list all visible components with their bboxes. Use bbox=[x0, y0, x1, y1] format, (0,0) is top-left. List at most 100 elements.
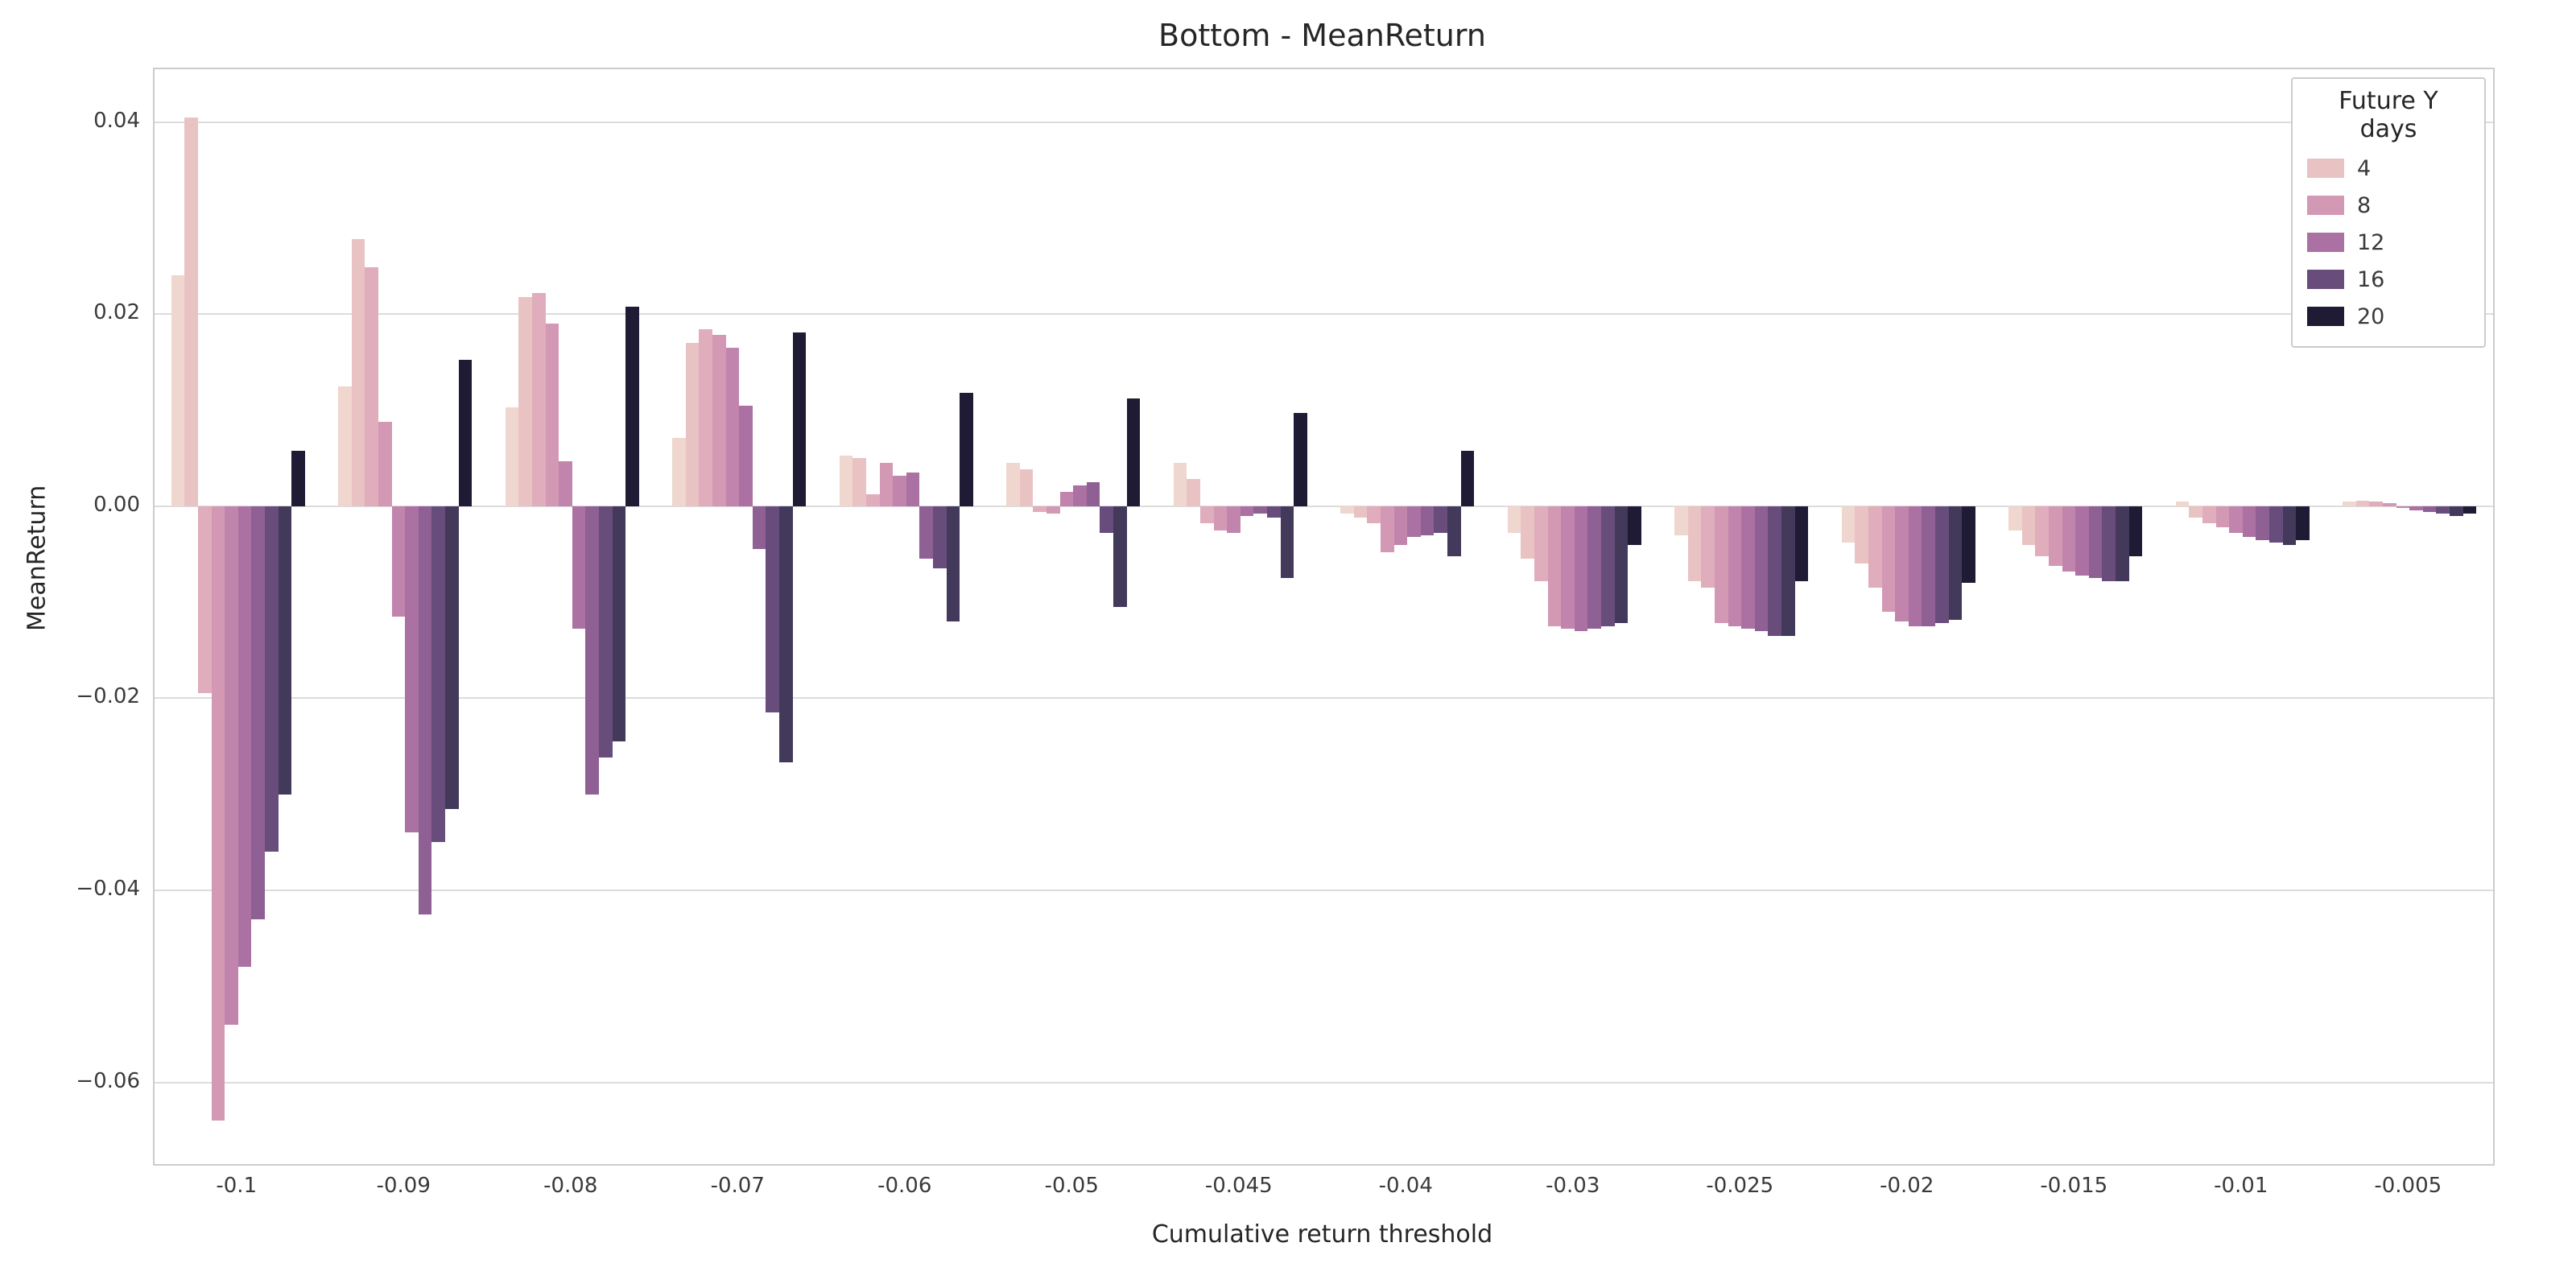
x-tick-label: -0.05 bbox=[1044, 1174, 1099, 1198]
bar bbox=[559, 460, 572, 506]
bar bbox=[1253, 506, 1267, 514]
bar bbox=[1614, 506, 1629, 624]
bar bbox=[2088, 506, 2103, 579]
bar bbox=[1908, 506, 1922, 626]
bar bbox=[2343, 501, 2356, 506]
bar bbox=[1715, 506, 1728, 624]
y-tick-label: −0.06 bbox=[76, 1068, 140, 1093]
legend-swatch bbox=[2307, 196, 2344, 215]
bar bbox=[598, 506, 613, 758]
bar bbox=[1701, 506, 1715, 588]
x-tick-label: -0.06 bbox=[877, 1174, 932, 1198]
bar bbox=[1868, 506, 1882, 588]
bar bbox=[1340, 506, 1354, 514]
bar bbox=[225, 506, 238, 1025]
bar bbox=[2128, 506, 2143, 556]
bar bbox=[1600, 506, 1615, 626]
bar bbox=[2035, 506, 2050, 556]
bar bbox=[2355, 500, 2370, 506]
bar bbox=[1841, 506, 1856, 543]
legend-title: Future Y days bbox=[2339, 87, 2438, 143]
bar bbox=[2282, 506, 2297, 545]
y-axis-label: MeanReturn bbox=[23, 485, 52, 631]
bar bbox=[1587, 506, 1601, 630]
bar bbox=[1227, 506, 1241, 534]
plot-area bbox=[153, 68, 2495, 1166]
bar bbox=[1006, 463, 1020, 506]
x-tick-label: -0.1 bbox=[216, 1174, 258, 1198]
legend-label: 20 bbox=[2357, 303, 2385, 329]
bar bbox=[1768, 506, 1782, 636]
bar bbox=[211, 506, 225, 1121]
bar bbox=[264, 506, 279, 852]
bar bbox=[779, 506, 793, 763]
x-tick-label: -0.08 bbox=[543, 1174, 598, 1198]
bar bbox=[1367, 506, 1381, 524]
bar bbox=[338, 386, 352, 506]
bar bbox=[1948, 506, 1963, 620]
bar bbox=[2383, 503, 2396, 506]
bar bbox=[752, 506, 766, 550]
bar bbox=[2369, 501, 2384, 506]
bar bbox=[1353, 506, 1368, 518]
x-tick-label: -0.015 bbox=[2040, 1174, 2108, 1198]
bar bbox=[1754, 506, 1769, 631]
bar bbox=[2215, 506, 2230, 528]
bar bbox=[919, 506, 933, 559]
bar bbox=[865, 494, 880, 506]
y-tick-label: −0.04 bbox=[76, 877, 140, 901]
x-tick-label: -0.02 bbox=[1880, 1174, 1934, 1198]
y-tick-label: 0.04 bbox=[93, 108, 140, 133]
legend-entry: 16 bbox=[2307, 261, 2470, 298]
bar bbox=[1126, 398, 1141, 506]
bar bbox=[1187, 479, 1200, 506]
bar bbox=[960, 393, 973, 506]
bar bbox=[171, 275, 185, 506]
bar bbox=[612, 506, 626, 742]
x-axis-label: Cumulative return threshold bbox=[1151, 1220, 1493, 1249]
bar bbox=[1266, 506, 1281, 518]
bar bbox=[1294, 413, 1307, 506]
bar bbox=[906, 473, 920, 506]
bar bbox=[1547, 506, 1562, 626]
bar bbox=[839, 455, 853, 506]
bar bbox=[766, 506, 780, 713]
gridline bbox=[155, 697, 2493, 700]
y-tick-label: −0.02 bbox=[76, 684, 140, 709]
bar bbox=[251, 506, 265, 919]
bar bbox=[712, 335, 726, 506]
bars-layer bbox=[155, 69, 2493, 1164]
bar bbox=[2268, 506, 2283, 543]
chart-title: Bottom - MeanReturn bbox=[1158, 18, 1486, 53]
bar bbox=[2189, 506, 2202, 518]
x-tick-label: -0.005 bbox=[2374, 1174, 2442, 1198]
bar bbox=[932, 506, 947, 569]
gridline bbox=[155, 1081, 2493, 1084]
bar bbox=[1280, 506, 1294, 579]
bar bbox=[2202, 506, 2216, 524]
bar bbox=[1113, 506, 1127, 608]
bar bbox=[1046, 506, 1060, 514]
bar bbox=[2462, 506, 2477, 514]
bar bbox=[1881, 506, 1896, 613]
bar bbox=[672, 438, 686, 506]
bar bbox=[445, 506, 459, 809]
gridline bbox=[155, 505, 2493, 507]
bar bbox=[237, 506, 252, 968]
bar bbox=[893, 475, 906, 506]
bar bbox=[405, 506, 419, 833]
bar bbox=[1086, 481, 1100, 506]
bar bbox=[1059, 491, 1074, 506]
legend-entries: 4 8 12 16 20 bbox=[2307, 150, 2470, 335]
legend-label: 4 bbox=[2357, 155, 2372, 181]
bar bbox=[1687, 506, 1702, 581]
bar bbox=[1073, 485, 1087, 506]
bar bbox=[1213, 506, 1228, 530]
bar bbox=[391, 506, 406, 617]
bar bbox=[418, 506, 432, 914]
bar bbox=[1561, 506, 1575, 630]
bar bbox=[1447, 506, 1461, 556]
bar bbox=[685, 343, 700, 506]
bar bbox=[1895, 506, 1909, 621]
